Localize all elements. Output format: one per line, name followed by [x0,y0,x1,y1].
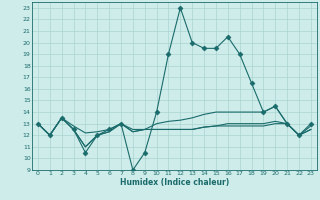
X-axis label: Humidex (Indice chaleur): Humidex (Indice chaleur) [120,178,229,187]
